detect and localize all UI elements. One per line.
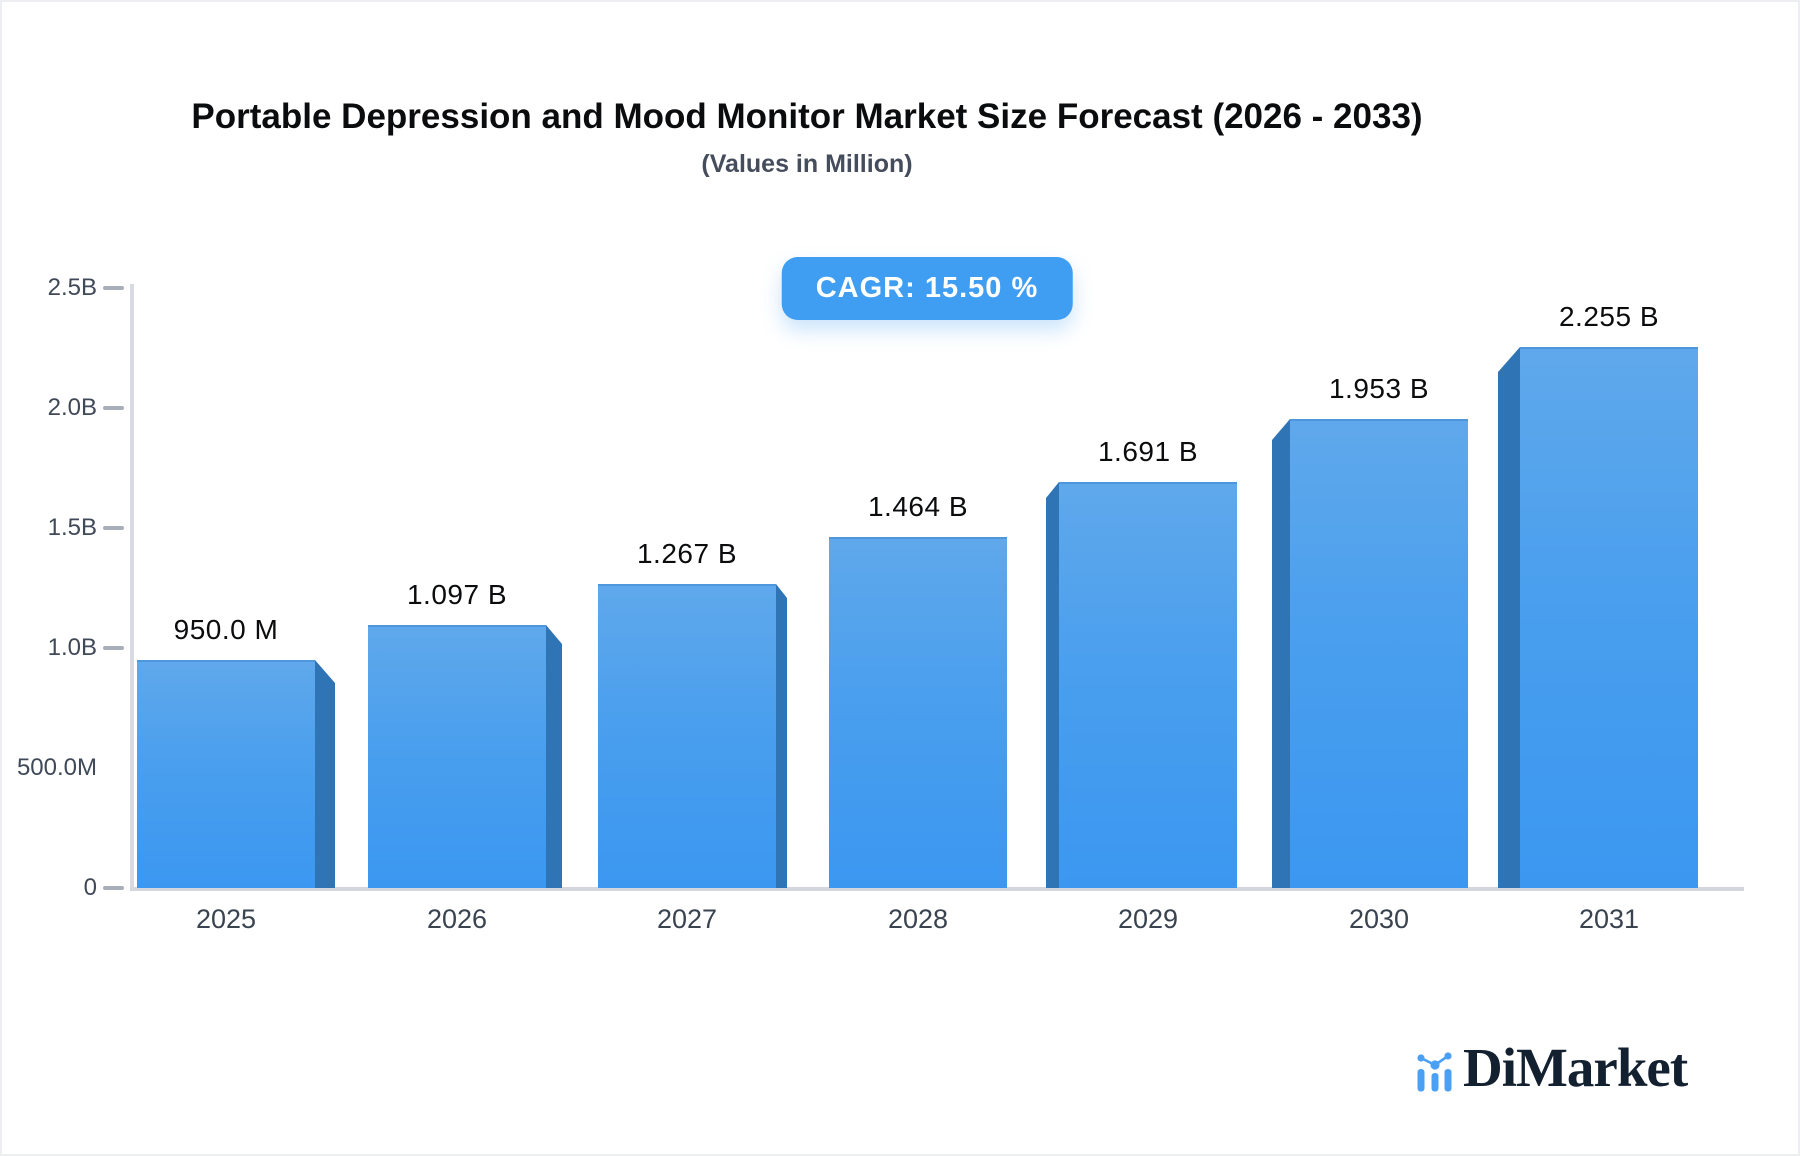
chart-subtitle: (Values in Million) [701, 150, 913, 178]
y-tick-label: 2.5B [47, 274, 97, 301]
x-axis-category-label: 2030 [1348, 904, 1410, 934]
bar [1520, 347, 1698, 888]
bar [368, 625, 546, 888]
brand-logo: DiMarket [1417, 1037, 1688, 1098]
x-axis-line [130, 887, 1744, 891]
bar-value-label: 1.267 B [636, 538, 738, 569]
bar-value-label: 950.0 M [173, 614, 279, 645]
x-axis-category-label: 2029 [1117, 904, 1179, 934]
y-axis-line [130, 284, 134, 891]
x-axis-category-label: 2028 [887, 904, 949, 934]
brand-name: DiMarket [1463, 1037, 1688, 1098]
chart-title: Portable Depression and Mood Monitor Mar… [191, 97, 1423, 136]
y-tick-dash [103, 886, 124, 890]
bar-3d-side [1498, 347, 1520, 888]
bar [1290, 419, 1468, 888]
bar-3d-side [315, 660, 335, 888]
y-tick-label: 1.5B [47, 514, 97, 541]
cagr-badge: CAGR: 15.50 % [781, 257, 1073, 320]
y-tick-dash [103, 646, 124, 650]
y-tick-label: 0 [83, 874, 97, 901]
x-axis-category-label: 2031 [1578, 904, 1640, 934]
bar-3d-side [776, 584, 787, 888]
x-axis-category-label: 2025 [195, 904, 257, 934]
bar [829, 537, 1007, 888]
x-axis-category-label: 2027 [656, 904, 718, 934]
y-tick-label: 2.0B [47, 394, 97, 421]
y-tick-label: 1.0B [47, 634, 97, 661]
bar-3d-side [1272, 419, 1290, 888]
y-tick-dash [103, 406, 124, 410]
y-tick-dash [103, 526, 124, 530]
y-tick-dash [103, 286, 124, 290]
x-axis-category-label: 2026 [426, 904, 488, 934]
bar-value-label: 1.691 B [1097, 436, 1199, 467]
bar-value-label: 1.097 B [406, 579, 508, 610]
y-tick-label: 500.0M [16, 754, 97, 781]
bar [1059, 482, 1237, 888]
bar [137, 660, 315, 888]
bar-line-chart-icon [1417, 1052, 1452, 1092]
bar [598, 584, 776, 888]
bar-3d-side [1046, 482, 1059, 888]
bar-value-label: 1.953 B [1328, 373, 1430, 404]
bar-3d-side [546, 625, 562, 888]
bar-value-label: 1.464 B [867, 491, 969, 522]
bar-value-label: 2.255 B [1558, 301, 1660, 332]
